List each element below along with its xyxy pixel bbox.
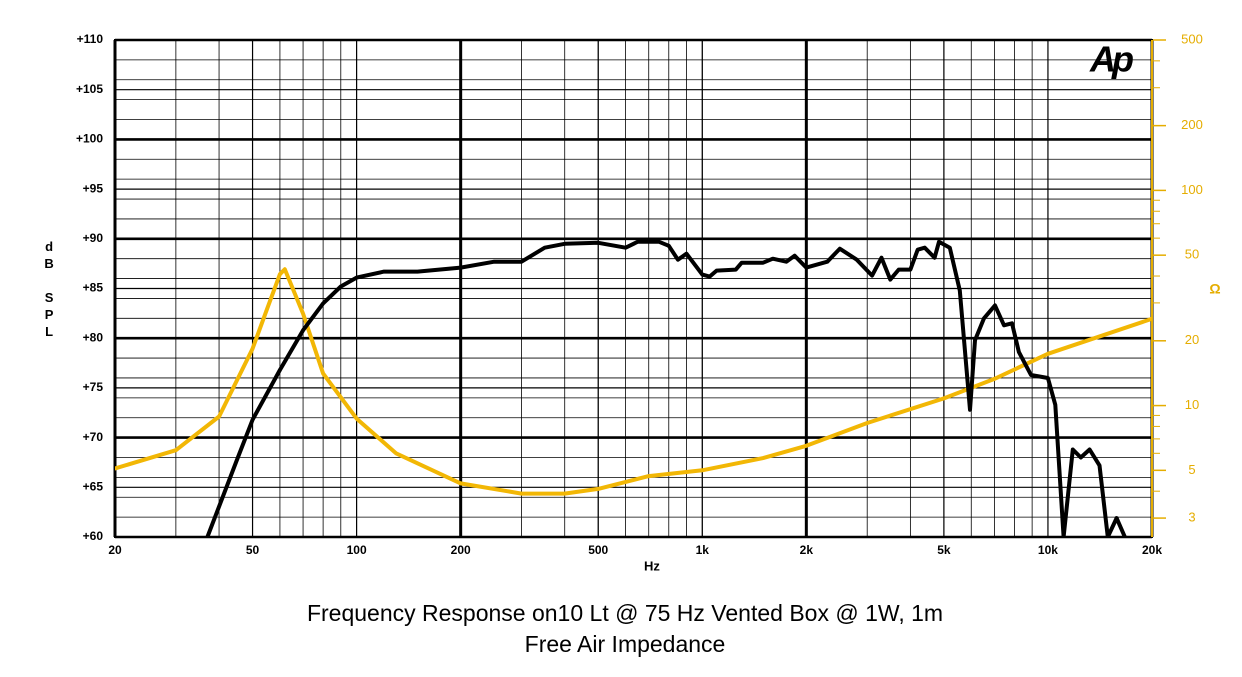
y2-tick-label: 10 — [1185, 397, 1199, 412]
y-tick-label: +70 — [83, 430, 104, 444]
y-tick-label: +90 — [83, 231, 104, 245]
y2-tick-label: 5 — [1188, 462, 1195, 477]
y-tick-label: +80 — [83, 330, 104, 344]
y2-tick-label: 500 — [1181, 31, 1203, 46]
y2-axis-label: Ω — [1209, 281, 1220, 297]
x-tick-label: 10k — [1038, 543, 1058, 557]
y-tick-label: +95 — [83, 181, 104, 195]
y-tick-label: +65 — [83, 479, 104, 493]
y2-tick-label: 20 — [1185, 332, 1199, 347]
y-tick-label: +100 — [76, 132, 103, 146]
chart-subtitle: Free Air Impedance — [525, 631, 726, 657]
y-tick-label: +105 — [76, 82, 103, 96]
y-tick-label: +60 — [83, 529, 104, 543]
chart-title: Frequency Response on10 Lt @ 75 Hz Vente… — [307, 600, 943, 626]
x-tick-label: 200 — [451, 543, 471, 557]
series-line — [115, 267, 1152, 496]
x-tick-label: 50 — [246, 543, 260, 557]
y-axis-label: dB SPL — [42, 239, 57, 341]
y-tick-label: +110 — [77, 32, 104, 46]
y-tick-label: +75 — [83, 380, 104, 394]
x-tick-label: 100 — [347, 543, 367, 557]
x-tick-label: 20k — [1142, 543, 1162, 557]
x-axis-label: Hz — [644, 558, 660, 573]
logo: Ap — [1089, 39, 1133, 80]
y2-tick-label: 50 — [1185, 247, 1199, 262]
x-tick-label: 1k — [696, 543, 710, 557]
y2-tick-label: 3 — [1188, 510, 1195, 525]
y2-tick-label: 200 — [1181, 117, 1203, 132]
x-tick-label: 2k — [800, 543, 814, 557]
x-tick-label: 5k — [937, 543, 951, 557]
series-line — [205, 239, 1127, 537]
y2-tick-label: 100 — [1181, 182, 1203, 197]
y-tick-label: +85 — [83, 281, 104, 295]
x-tick-label: 20 — [108, 543, 122, 557]
x-tick-label: 500 — [588, 543, 608, 557]
